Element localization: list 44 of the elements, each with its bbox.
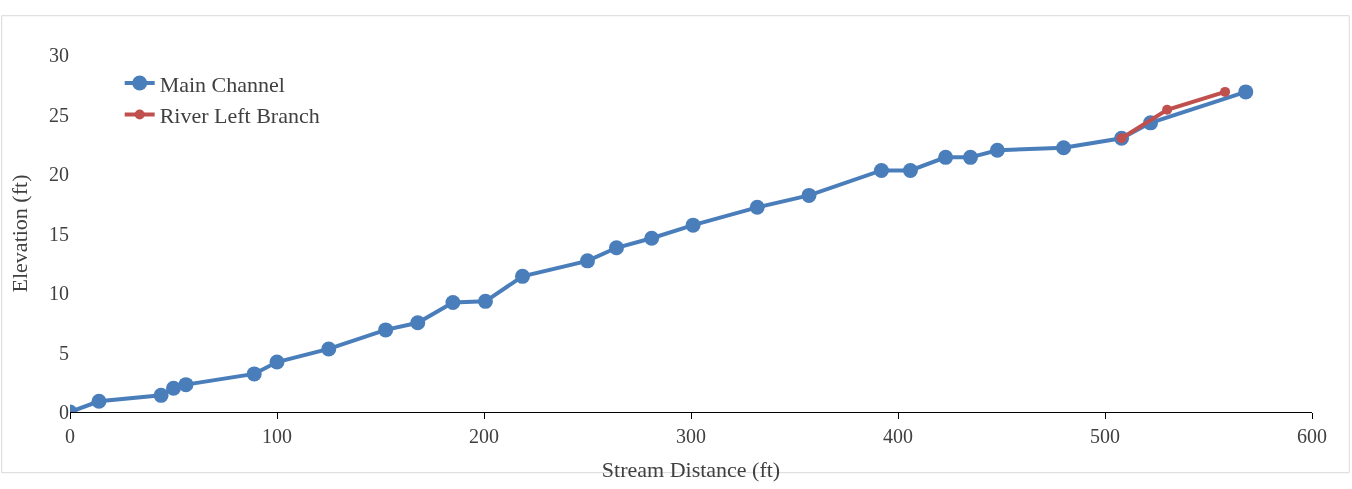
point bbox=[246, 366, 262, 382]
point bbox=[608, 240, 624, 256]
y-tick-label: 5 bbox=[59, 341, 69, 364]
y-tick-label: 30 bbox=[49, 44, 69, 66]
point bbox=[445, 295, 461, 311]
point bbox=[685, 217, 701, 233]
point bbox=[580, 253, 595, 269]
point bbox=[989, 142, 1005, 158]
point bbox=[378, 322, 394, 338]
point bbox=[902, 162, 918, 178]
legend-label: River Left Branch bbox=[159, 103, 320, 129]
point bbox=[938, 149, 954, 165]
point bbox=[166, 380, 181, 396]
y-tick-label: 10 bbox=[49, 282, 69, 304]
point bbox=[873, 162, 889, 178]
point bbox=[1056, 140, 1072, 156]
point bbox=[1220, 86, 1231, 97]
point bbox=[749, 199, 765, 215]
x-tick-label: 300 bbox=[676, 425, 706, 447]
point bbox=[644, 230, 660, 246]
point bbox=[178, 377, 194, 393]
x-tick-label: 600 bbox=[1297, 425, 1327, 447]
x-tick-label: 100 bbox=[262, 425, 292, 447]
y-tick-label: 20 bbox=[49, 163, 69, 185]
point bbox=[1238, 84, 1254, 100]
y-tick-label: 25 bbox=[49, 103, 69, 126]
point bbox=[153, 387, 169, 403]
y-axis-title: Elevation (ft) bbox=[6, 174, 32, 293]
point bbox=[91, 393, 107, 409]
point bbox=[477, 293, 493, 309]
y-tick-label: 0 bbox=[59, 401, 69, 423]
point bbox=[962, 149, 978, 165]
point bbox=[515, 268, 530, 284]
legend-label: Main Channel bbox=[159, 71, 285, 97]
point bbox=[269, 354, 285, 370]
y-tick-label: 15 bbox=[49, 222, 69, 245]
x-tick-label: 500 bbox=[1090, 425, 1120, 447]
x-axis-title: Stream Distance (ft) bbox=[601, 456, 781, 482]
point bbox=[321, 341, 337, 357]
point bbox=[1162, 104, 1173, 115]
point bbox=[801, 187, 817, 203]
x-tick-label: 200 bbox=[469, 425, 499, 447]
x-tick-label: 400 bbox=[883, 425, 913, 447]
point bbox=[410, 315, 426, 331]
